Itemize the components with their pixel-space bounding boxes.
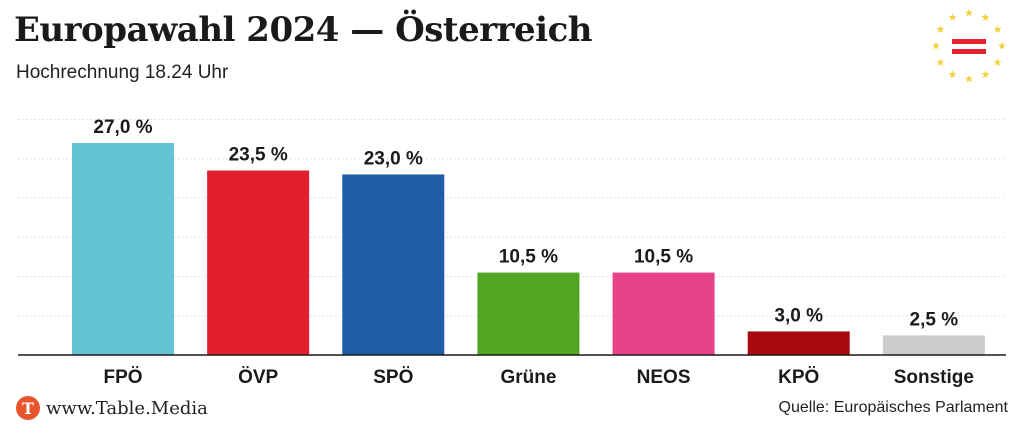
category-label: FPÖ (103, 367, 142, 388)
chart-subtitle: Hochrechnung 18.24 Uhr (16, 62, 229, 83)
category-label: ÖVP (238, 367, 278, 388)
table-media-logo-icon: T (16, 396, 40, 420)
eu-star-icon (936, 25, 945, 33)
value-label: 10,5 % (634, 247, 693, 268)
eu-star-icon (993, 58, 1002, 66)
eu-star-icon (965, 74, 973, 83)
value-label: 3,0 % (774, 305, 823, 326)
bar-5 (747, 331, 850, 355)
category-label: KPÖ (778, 367, 819, 388)
value-label: 27,0 % (93, 117, 152, 138)
eu-star-icon (998, 41, 1006, 50)
eu-austria-emblem-icon (932, 8, 1006, 83)
chart-title: Europawahl 2024 — Österreich (14, 10, 593, 50)
eu-star-icon (948, 13, 957, 21)
value-label: 23,0 % (364, 148, 423, 169)
category-label: SPÖ (373, 367, 413, 388)
category-label: Grüne (500, 367, 556, 388)
publisher: T www.Table.Media (16, 396, 208, 420)
flag-stripe-middle (952, 44, 986, 49)
flag-stripe-bottom (952, 49, 986, 54)
bar-4 (612, 272, 715, 355)
eu-star-icon (965, 8, 973, 17)
value-label: 2,5 % (910, 309, 959, 330)
site-url: www.Table.Media (46, 397, 208, 419)
bar-3 (477, 272, 580, 355)
value-label: 23,5 % (229, 145, 288, 166)
bar-0 (72, 143, 174, 355)
eu-star-icon (948, 70, 957, 78)
flag-stripe-top (952, 39, 986, 44)
bar-1 (207, 170, 310, 355)
eu-star-icon (981, 13, 990, 21)
eu-star-icon (936, 58, 945, 66)
eu-star-icon (932, 41, 940, 50)
bar-2 (342, 174, 445, 355)
bar-6 (882, 335, 985, 355)
eu-star-icon (981, 70, 990, 78)
category-label: NEOS (637, 367, 691, 388)
eu-star-icon (993, 25, 1002, 33)
data-source: Quelle: Europäisches Parlament (778, 399, 1008, 416)
value-label: 10,5 % (499, 247, 558, 268)
category-label: Sonstige (894, 367, 974, 388)
